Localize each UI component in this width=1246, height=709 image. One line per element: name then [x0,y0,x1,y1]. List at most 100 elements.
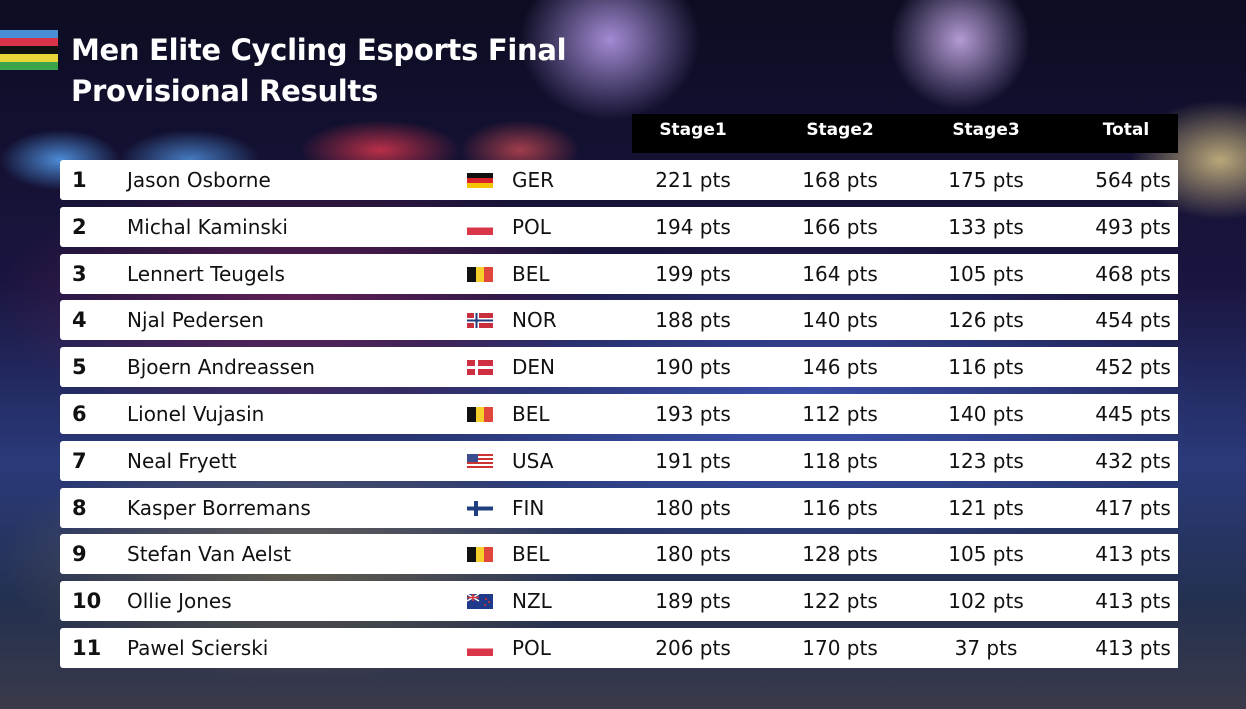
stage3-points: 175 pts [948,168,1024,192]
stage1-points: 191 pts [655,448,731,473]
stage3-points: 121 pts [948,495,1024,520]
stage2-points: 128 pts [802,542,878,567]
rank: 8 [72,495,87,520]
country-code: BEL [512,402,550,426]
stage3-points: 140 pts [948,402,1024,426]
country-code: NZL [512,589,552,614]
stage3-points: 102 pts [948,589,1024,614]
table-row: 5 Bjoern Andreassen DEN 190 pts 146 pts 116 p… [60,347,1178,388]
header-stage2: Stage2 [806,120,874,140]
stage1-points: 180 pts [655,542,731,567]
total-points: 564 pts [1095,168,1171,192]
stage2-points: 116 pts [802,495,878,520]
total-points: 445 pts [1095,402,1171,426]
stage3-points: 116 pts [948,355,1024,380]
total-points: 413 pts [1095,636,1171,660]
rank: 2 [72,214,87,239]
stage2-points: 146 pts [802,355,878,380]
total-points: 454 pts [1095,308,1171,333]
stage1-points: 199 pts [655,261,731,286]
country-code: POL [512,636,551,660]
stage2-points: 122 pts [802,589,878,614]
country-code: POL [512,214,551,239]
table-header: Stage1 Stage2 Stage3 Total [632,114,1178,153]
rank: 9 [72,542,87,567]
country-code: FIN [512,495,545,520]
poland-flag-icon [467,641,493,656]
rider-name: Jason Osborne [127,168,271,192]
rank: 4 [72,308,87,333]
country-code: BEL [512,542,550,567]
rank: 10 [72,589,102,614]
stage2-points: 168 pts [802,168,878,192]
rider-name: Ollie Jones [127,589,232,614]
rider-name: Bjoern Andreassen [127,355,315,380]
rider-name: Stefan Van Aelst [127,542,292,567]
rank: 6 [72,402,87,426]
country-code: NOR [512,308,557,333]
stage3-points: 123 pts [948,448,1024,473]
stage2-points: 166 pts [802,214,878,239]
rank: 11 [72,636,102,660]
rank: 3 [72,261,87,286]
rider-name: Michal Kaminski [127,214,288,239]
uci-rainbow-stripes-logo [0,30,58,70]
rider-name: Neal Fryett [127,448,237,473]
table-row: 9 Stefan Van Aelst BEL 180 pts 128 pts 105 pt… [60,534,1178,575]
stage2-points: 164 pts [802,261,878,286]
stage3-points: 37 pts [954,636,1018,660]
rider-name: Njal Pedersen [127,308,264,333]
poland-flag-icon [467,219,493,235]
germany-flag-icon [467,173,493,188]
stage2-points: 140 pts [802,308,878,333]
rank: 1 [72,168,87,192]
stage1-points: 188 pts [655,308,731,333]
table-row: 3 Lennert Teugels BEL 199 pts 164 pts 105 pts… [60,253,1178,294]
table-row: 10 Ollie Jones NZL 189 pts 122 pts 102 pts 413… [60,581,1178,622]
table-row: 7 Neal Fryett USA 191 pts 118 pts 123 pts 432 … [60,440,1178,481]
norway-flag-icon [467,313,493,329]
table-row: 6 Lionel Vujasin BEL 193 pts 112 pts 140 pts 4… [60,394,1178,434]
total-points: 413 pts [1095,589,1171,614]
stage3-points: 105 pts [948,261,1024,286]
usa-flag-icon [467,453,493,469]
page-title: Men Elite Cycling Esports Final Provisio… [71,30,567,112]
stage1-points: 193 pts [655,402,731,426]
header-stage3: Stage3 [952,120,1020,140]
stage1-points: 180 pts [655,495,731,520]
table-row: 11 Pawel Scierski POL 206 pts 170 pts 37 pts 4… [60,628,1178,668]
stage1-points: 190 pts [655,355,731,380]
header-stage1: Stage1 [659,120,727,140]
total-points: 452 pts [1095,355,1171,380]
stage1-points: 194 pts [655,214,731,239]
total-points: 493 pts [1095,214,1171,239]
stage3-points: 105 pts [948,542,1024,567]
belgium-flag-icon [467,407,493,422]
finland-flag-icon [467,500,493,516]
table-row: 8 Kasper Borremans FIN 180 pts 116 pts 121 pt… [60,487,1178,528]
total-points: 468 pts [1095,261,1171,286]
table-row: 4 Njal Pedersen NOR 188 pts 140 pts 126 pts 45… [60,300,1178,341]
total-points: 413 pts [1095,542,1171,567]
stage1-points: 189 pts [655,589,731,614]
rank: 5 [72,355,87,380]
new-zealand-flag-icon [467,594,493,610]
stage3-points: 126 pts [948,308,1024,333]
denmark-flag-icon [467,360,493,376]
header-total: Total [1102,120,1150,140]
country-code: GER [512,168,555,192]
stage2-points: 112 pts [802,402,878,426]
total-points: 417 pts [1095,495,1171,520]
belgium-flag-icon [467,547,493,563]
table-row: 1 Jason Osborne GER 221 pts 168 pts 175 pts 56… [60,160,1178,200]
country-code: USA [512,448,554,473]
rider-name: Pawel Scierski [127,636,269,660]
total-points: 432 pts [1095,448,1171,473]
country-code: DEN [512,355,555,380]
title-line-2: Provisional Results [71,74,378,108]
rider-name: Kasper Borremans [127,495,311,520]
country-code: BEL [512,261,550,286]
stage1-points: 206 pts [655,636,731,660]
belgium-flag-icon [467,266,493,282]
rider-name: Lennert Teugels [127,261,285,286]
